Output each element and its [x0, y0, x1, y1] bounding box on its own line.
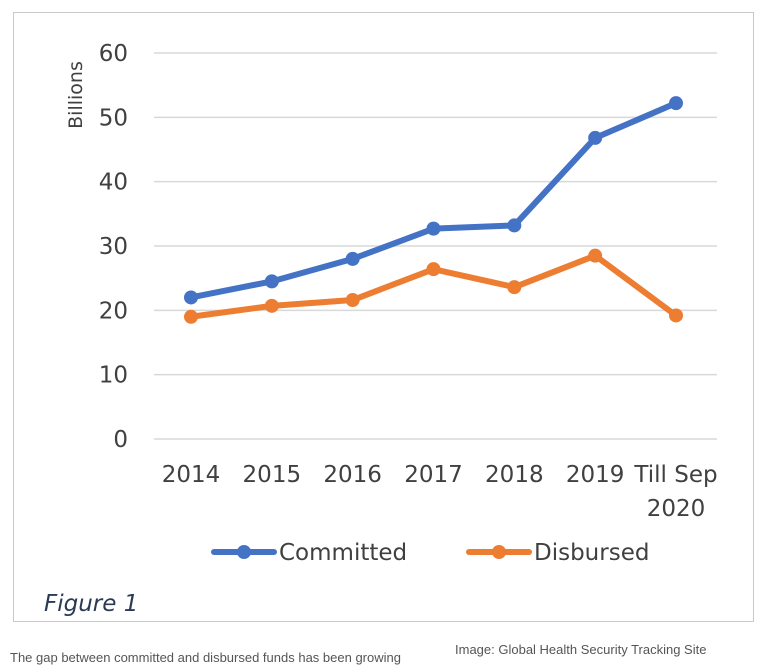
data-point	[588, 248, 603, 263]
image-caption: The gap between committed and disbursed …	[10, 650, 401, 665]
series-committed	[184, 96, 683, 305]
legend-item-disbursed: Disbursed	[466, 540, 649, 566]
x-tick-label: 2020	[647, 496, 706, 522]
data-point	[669, 96, 683, 111]
y-tick-label: 0	[113, 427, 128, 453]
y-tick-label: 50	[99, 105, 128, 131]
data-point	[184, 290, 198, 305]
x-tick-labels: 2014 2015 2016 2017 2018 2019 Till Sep 2020	[162, 462, 718, 522]
data-point	[184, 309, 198, 324]
legend-swatch-marker	[492, 545, 506, 559]
data-point	[345, 293, 360, 308]
data-point	[426, 262, 441, 277]
data-point	[264, 298, 279, 313]
data-point	[426, 221, 441, 236]
legend-item-committed: Committed	[211, 540, 407, 566]
y-tick-label: 10	[99, 363, 128, 389]
data-point	[507, 280, 522, 295]
data-point	[345, 251, 360, 266]
data-point	[264, 274, 279, 289]
figure-label: Figure 1	[44, 591, 139, 617]
figure-frame: 0 10 20 30 40 50 60 2014 2015 2016 2017 2018 2019 Ti…	[13, 12, 754, 622]
data-point	[507, 218, 522, 233]
legend-label: Disbursed	[534, 540, 649, 566]
legend-label: Committed	[279, 540, 407, 566]
x-tick-label: 2019	[566, 462, 625, 488]
y-tick-label: 20	[99, 298, 128, 324]
y-tick-label: 60	[99, 41, 128, 67]
y-tick-label: 30	[99, 234, 128, 260]
x-tick-label: 2015	[243, 462, 302, 488]
x-tick-label: 2018	[485, 462, 544, 488]
image-credit: Image: Global Health Security Tracking S…	[455, 642, 707, 657]
data-point	[669, 308, 683, 323]
legend-swatch-marker	[237, 545, 251, 559]
y-tick-labels: 0 10 20 30 40 50 60	[99, 41, 128, 453]
data-point	[588, 130, 603, 145]
x-tick-label: 2017	[404, 462, 463, 488]
y-axis-label: Billions	[65, 61, 87, 129]
x-tick-label: 2014	[162, 462, 221, 488]
legend: Committed Disbursed	[211, 540, 649, 566]
y-tick-label: 40	[99, 170, 128, 196]
x-tick-label: Till Sep	[633, 462, 717, 488]
series-layer	[184, 96, 683, 324]
line-chart: 0 10 20 30 40 50 60 2014 2015 2016 2017 2018 2019 Ti…	[65, 41, 718, 566]
x-tick-label: 2016	[323, 462, 382, 488]
series-disbursed	[184, 248, 683, 324]
gridlines	[154, 52, 717, 440]
